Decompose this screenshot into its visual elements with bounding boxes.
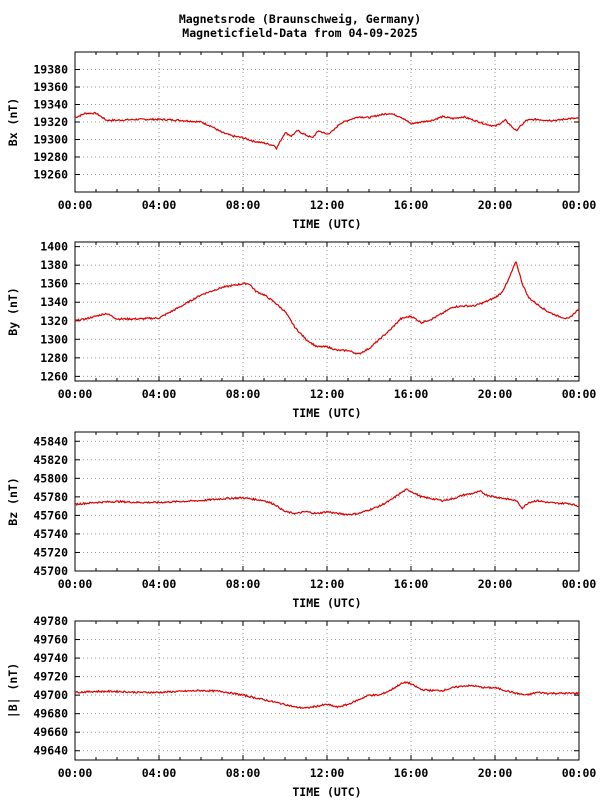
x-tick-label: 04:00 <box>142 387 177 401</box>
x-tick-label: 12:00 <box>310 198 345 212</box>
y-tick-label: 45760 <box>33 508 68 522</box>
y-axis-label: Bx (nT) <box>6 98 20 146</box>
x-tick-label: 04:00 <box>142 766 177 780</box>
y-tick-label: 49760 <box>33 633 68 647</box>
y-tick-label: 19340 <box>33 98 68 112</box>
y-axis-label: By (nT) <box>6 287 20 335</box>
y-tick-label: 49780 <box>33 614 68 628</box>
chart-subtitle: Magneticfield-Data from 04-09-2025 <box>182 26 418 40</box>
y-tick-label: 49720 <box>33 670 68 684</box>
x-tick-label: 16:00 <box>394 577 429 591</box>
x-axis-label: TIME (UTC) <box>292 406 361 420</box>
plot-frame <box>74 620 580 761</box>
x-axis-label: TIME (UTC) <box>292 785 361 799</box>
y-tick-label: 1260 <box>40 369 68 383</box>
chart-panel-1: 1260 1280 1300 1320 1340 1360 1380 1400 00:00 04:… <box>6 240 596 420</box>
x-tick-label: 12:00 <box>310 577 345 591</box>
x-tick-label: 20:00 <box>478 198 513 212</box>
y-tick-label: 1300 <box>40 332 68 346</box>
plot-frame <box>74 51 580 193</box>
y-tick-label: 1340 <box>40 295 68 309</box>
y-tick-label: 49700 <box>33 688 68 702</box>
plot-frame <box>74 241 580 382</box>
y-tick-label: 45780 <box>33 490 68 504</box>
figure-title-block: Magnetsrode (Braunschweig, Germany) Magn… <box>0 12 600 40</box>
x-tick-label: 00:00 <box>58 577 93 591</box>
x-tick-label: 16:00 <box>394 198 429 212</box>
series-line <box>74 681 580 710</box>
series-line <box>74 111 580 151</box>
y-axis-label: Bz (nT) <box>6 477 20 525</box>
y-tick-label: 45740 <box>33 527 68 541</box>
y-tick-label: 1280 <box>40 351 68 365</box>
y-tick-label: 45720 <box>33 545 68 559</box>
chart-title: Magnetsrode (Braunschweig, Germany) <box>178 12 422 26</box>
y-tick-label: 49660 <box>33 725 68 739</box>
y-tick-label: 49640 <box>33 744 68 758</box>
series-line <box>74 260 580 355</box>
y-tick-label: 45840 <box>33 434 68 448</box>
y-tick-label: 19300 <box>33 133 68 147</box>
y-axis-label: |B| (nT) <box>6 663 20 718</box>
x-tick-label: 00:00 <box>562 198 597 212</box>
chart-panel-0: 19260 19280 19300 19320 19340 19360 19380 00:00… <box>6 51 597 231</box>
y-tick-label: 45800 <box>33 471 68 485</box>
x-tick-label: 04:00 <box>142 577 177 591</box>
y-tick-label: 1380 <box>40 258 68 272</box>
y-tick-label: 1360 <box>40 277 68 291</box>
y-tick-label: 19280 <box>33 150 68 164</box>
x-axis-label: TIME (UTC) <box>292 596 361 610</box>
chart-panel-3: 49640 49660 49680 49700 49720 49740 49760 49780… <box>6 614 596 799</box>
x-axis-label: TIME (UTC) <box>292 217 361 231</box>
x-tick-label: 04:00 <box>142 198 177 212</box>
y-tick-label: 45700 <box>33 564 68 578</box>
x-tick-label: 00:00 <box>58 198 93 212</box>
x-tick-label: 08:00 <box>226 577 261 591</box>
y-tick-label: 19360 <box>33 80 68 94</box>
x-tick-label: 20:00 <box>478 577 513 591</box>
x-tick-label: 08:00 <box>226 766 261 780</box>
y-tick-label: 19320 <box>33 115 68 129</box>
x-tick-label: 00:00 <box>562 577 597 591</box>
x-tick-label: 00:00 <box>562 766 597 780</box>
x-tick-label: 12:00 <box>310 766 345 780</box>
y-tick-label: 49740 <box>33 651 68 665</box>
y-tick-label: 19260 <box>33 168 68 182</box>
x-tick-label: 08:00 <box>226 198 261 212</box>
y-tick-label: 49680 <box>33 707 68 721</box>
x-tick-label: 20:00 <box>478 766 513 780</box>
x-tick-label: 20:00 <box>478 387 513 401</box>
x-tick-label: 16:00 <box>394 766 429 780</box>
chart-panel-2: 45700 45720 45740 45760 45780 45800 45820 45840… <box>6 431 597 610</box>
series-line <box>74 488 580 516</box>
x-tick-label: 00:00 <box>58 387 93 401</box>
x-tick-label: 16:00 <box>394 387 429 401</box>
y-tick-label: 1320 <box>40 314 68 328</box>
x-tick-label: 00:00 <box>562 387 597 401</box>
x-tick-label: 00:00 <box>58 766 93 780</box>
y-tick-label: 45820 <box>33 453 68 467</box>
x-tick-label: 08:00 <box>226 387 261 401</box>
y-tick-label: 1400 <box>40 240 68 254</box>
y-tick-label: 19380 <box>33 63 68 77</box>
plot-frame <box>74 431 580 572</box>
x-tick-label: 12:00 <box>310 387 345 401</box>
